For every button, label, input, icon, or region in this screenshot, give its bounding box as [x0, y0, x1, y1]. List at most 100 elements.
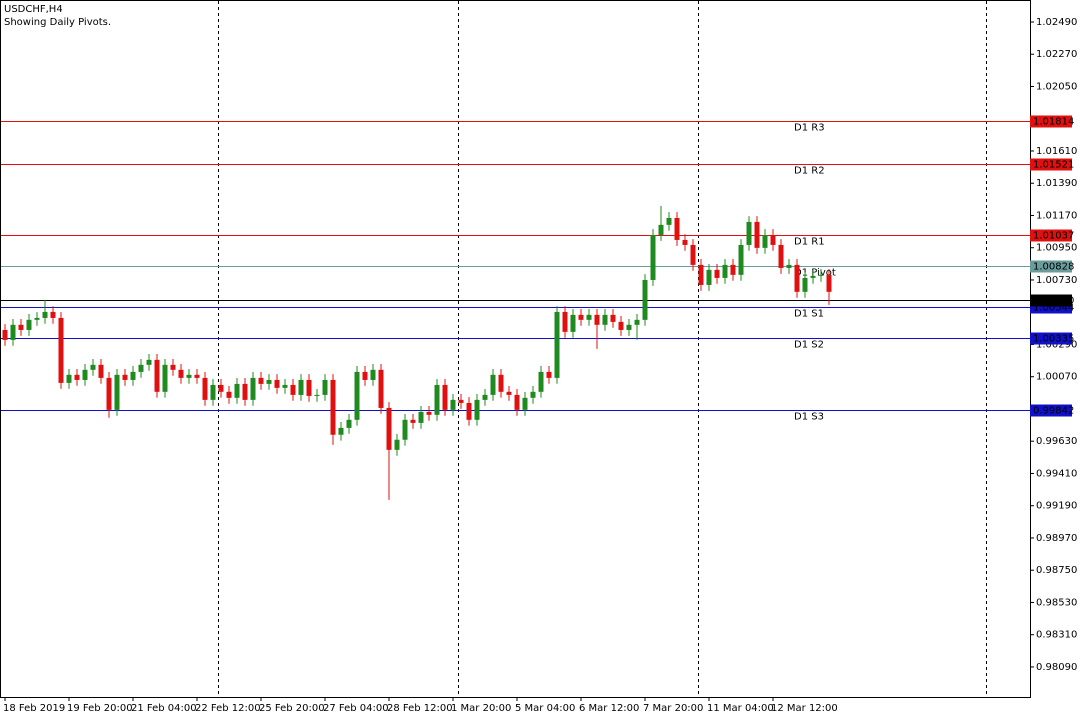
candle-body [90, 364, 96, 370]
candle-body [674, 217, 680, 240]
candle-body [754, 221, 760, 248]
candle-body [682, 239, 688, 245]
candle-body [498, 374, 504, 392]
candle-body [50, 311, 56, 318]
candle-body [122, 374, 128, 380]
x-tick-label: 7 Mar 20:00 [643, 703, 703, 714]
price-box-label: 1.01521 [1033, 160, 1074, 171]
candle-body [818, 274, 824, 276]
price-box [1030, 115, 1072, 128]
candle-body [26, 319, 32, 330]
candle-body [266, 379, 272, 384]
candle-body [10, 324, 16, 340]
candle-body [34, 317, 40, 320]
candle-body [98, 364, 104, 378]
candle-body [170, 364, 176, 370]
candle-body [226, 391, 232, 398]
chart-title: USDCHF,H4 [4, 4, 63, 15]
candle-body [66, 374, 72, 383]
candle-body [482, 394, 488, 400]
x-tick-label: 22 Feb 12:00 [195, 703, 261, 714]
y-tick-label: 0.99190 [1036, 501, 1077, 512]
candle-body [738, 244, 744, 275]
candle-body [402, 419, 408, 440]
candle-body [810, 275, 816, 278]
candle-body [458, 399, 464, 403]
candle-body [714, 269, 720, 278]
candle-body [618, 321, 624, 330]
chart-subtitle: Showing Daily Pivots. [4, 17, 111, 28]
y-tick-label: 0.98750 [1036, 565, 1077, 576]
candle-body [346, 419, 352, 428]
candle-body [642, 279, 648, 320]
y-tick-label: 1.01170 [1036, 210, 1077, 221]
pivot-label: D1 R3 [794, 123, 825, 134]
y-tick-label: 0.99630 [1036, 436, 1077, 447]
candle-body [282, 384, 288, 388]
price-box [1030, 332, 1072, 345]
candle-body [154, 359, 160, 392]
candle-body [394, 439, 400, 450]
candle-body [578, 314, 584, 320]
candle-body [426, 411, 432, 415]
candle-body [786, 264, 792, 268]
y-tick-label: 0.98530 [1036, 597, 1077, 608]
candle-body [634, 319, 640, 325]
candle-body [474, 399, 480, 420]
y-tick-label: 1.01610 [1036, 146, 1077, 157]
candle-body [74, 374, 80, 380]
candle-body [194, 374, 200, 378]
candle-body [650, 234, 656, 280]
candle-body [242, 383, 248, 400]
candle-body [106, 377, 112, 410]
candle-body [370, 369, 376, 380]
price-box [1030, 404, 1072, 417]
candle-body [210, 384, 216, 400]
price-box [1030, 158, 1072, 171]
candle-body [450, 399, 456, 410]
y-tick-label: 1.00730 [1036, 275, 1077, 286]
y-tick-label: 0.98970 [1036, 533, 1077, 544]
x-tick-label: 18 Feb 2019 [3, 703, 65, 714]
price-box-label: 1.00544 [1033, 303, 1074, 314]
y-tick-label: 1.02270 [1036, 49, 1077, 60]
candle-body [538, 371, 544, 392]
candle-body [762, 234, 768, 248]
candle-body [82, 369, 88, 380]
x-tick-label: 6 Mar 12:00 [579, 703, 639, 714]
candle-body [178, 369, 184, 378]
y-tick-label: 0.99410 [1036, 468, 1077, 479]
candle-body [354, 371, 360, 420]
x-tick-label: 25 Feb 20:00 [259, 703, 325, 714]
candle-body [514, 394, 520, 410]
candle-body [218, 384, 224, 392]
candle-body [306, 379, 312, 396]
candle-body [162, 364, 168, 392]
candle-body [250, 377, 256, 400]
candle-body [770, 234, 776, 245]
candle-body [146, 359, 152, 365]
price-box-label: 1.00590 [1033, 296, 1074, 307]
candle-body [418, 411, 424, 423]
candle-body [802, 277, 808, 292]
pivot-label: D1 R1 [794, 237, 825, 248]
candle-body [386, 407, 392, 450]
candle-body [610, 314, 616, 322]
candle-body [274, 379, 280, 388]
x-tick-label: 11 Mar 04:00 [707, 703, 774, 714]
candle-body [466, 402, 472, 420]
pivot-label: D1 S1 [794, 309, 824, 320]
candle-body [690, 244, 696, 265]
price-box [1030, 294, 1072, 307]
pivot-label: D1 R2 [794, 166, 825, 177]
candle-body [2, 329, 8, 340]
candle-body [746, 221, 752, 245]
candle-body [298, 379, 304, 395]
candle-body [330, 379, 336, 435]
pivot-label: D1 S3 [794, 412, 824, 423]
x-tick-label: 5 Mar 04:00 [515, 703, 575, 714]
candle-body [186, 374, 192, 378]
candle-body [530, 391, 536, 398]
